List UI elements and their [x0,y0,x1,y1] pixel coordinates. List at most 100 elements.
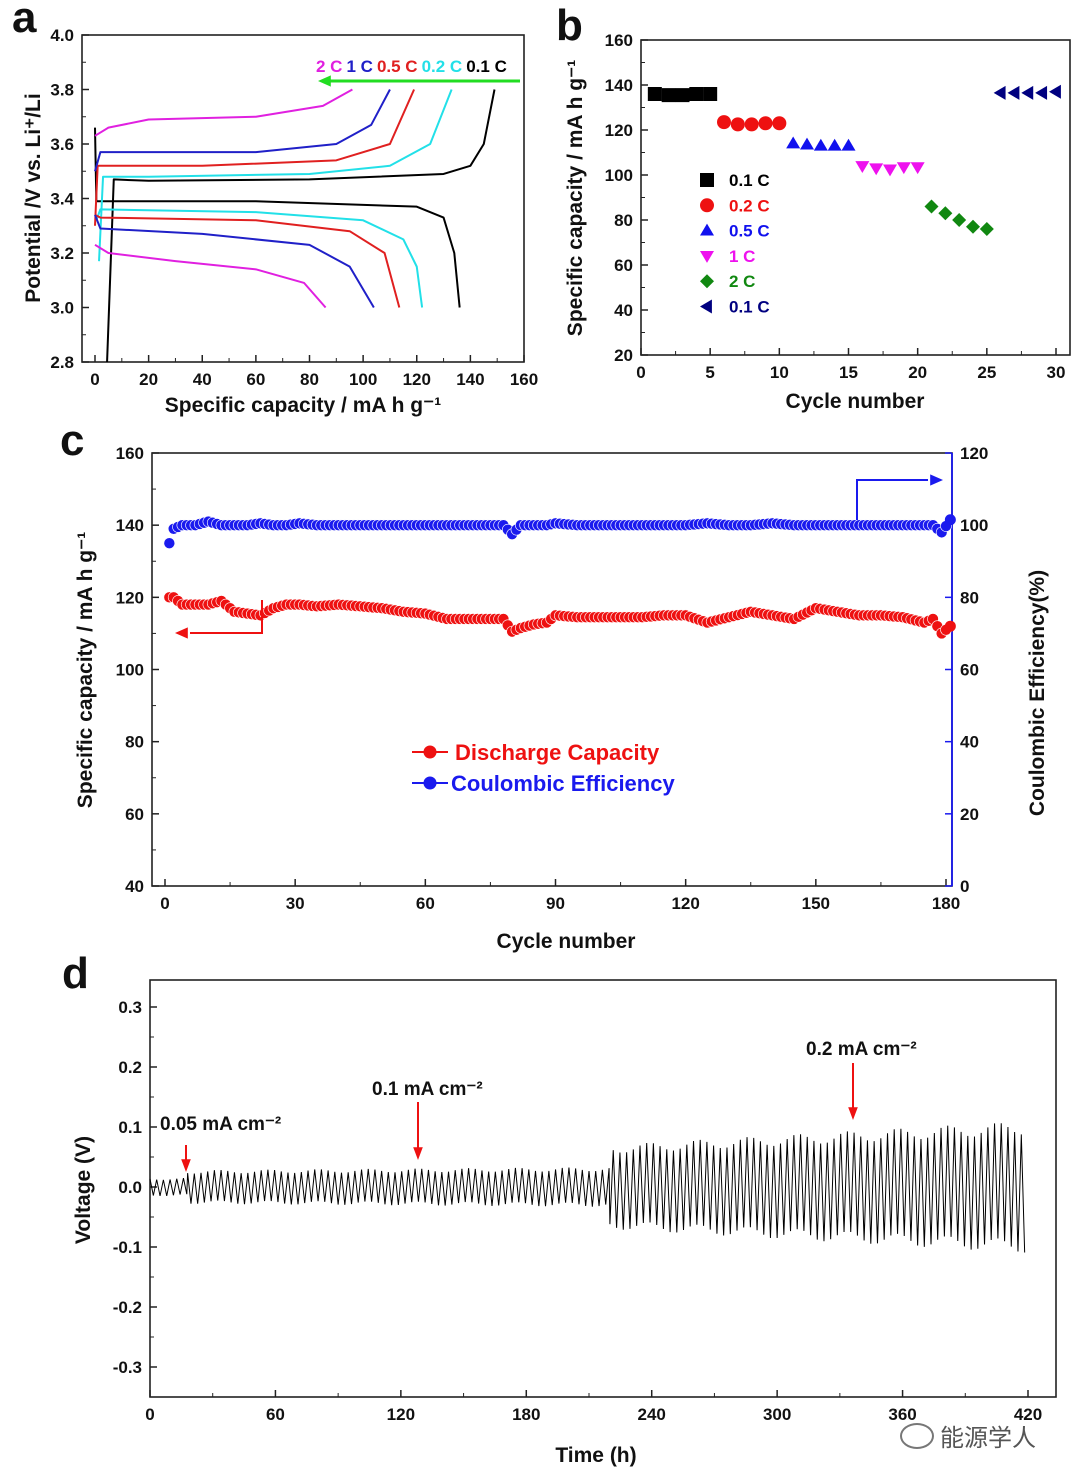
x-tick-label: 150 [802,894,830,913]
y-tick-label: 120 [116,588,144,607]
y-tick-label: 160 [116,444,144,463]
data-point [924,199,939,214]
y-tick-label: 3.6 [50,135,74,154]
y-tick-label: -0.3 [113,1358,142,1377]
y-tick-label: 60 [614,256,633,275]
x-axis-label: Cycle number [786,390,925,413]
y-tick-label: 80 [614,211,633,230]
x-tick-label: 140 [456,370,484,389]
y-axis-label: Specific capacity / mA h g⁻¹ [74,532,97,808]
y-tick-label: 0.1 [118,1118,142,1137]
panel-label-a: a [12,0,37,42]
x-tick-label: 25 [977,363,996,382]
legend-label: Coulombic Efficiency [451,771,675,796]
y-tick-label: 40 [125,877,144,896]
data-point [993,85,1006,100]
y-tick-label: -0.1 [113,1238,142,1257]
data-point [944,514,956,526]
y-tick-label: 140 [116,516,144,535]
data-point [647,87,662,101]
panel-d-axes: 0 60 120 180 240 300 360 420 -0.3 -0.2 -0.1 0.0 0.1 0… [113,979,1057,1424]
curve-discharge-2C [94,243,327,309]
x-axis-label: Cycle number [497,930,636,953]
panel-label-b: b [556,1,583,50]
curve-charge-0.5C [94,89,415,226]
data-point [938,206,953,221]
x-tick-label: 360 [888,1405,916,1424]
curve-charge-1C [94,89,391,172]
x-tick-label: 80 [300,370,319,389]
data-point [675,88,690,103]
y-tick-label: 3.2 [50,244,74,263]
right-axis-arrow [856,479,928,520]
data-point [717,115,731,130]
data-point [1035,85,1048,100]
y2-tick-label: 0 [960,877,969,896]
x-tick-label: 60 [246,370,265,389]
y-tick-label: -0.2 [113,1298,142,1317]
x-tick-label: 30 [1047,363,1066,382]
legend-marker [700,198,714,213]
y-tick-label: 20 [614,346,633,365]
curve-charge-0.2C [98,89,453,262]
curve-discharge-0.1C [94,127,461,308]
x-tick-label: 15 [839,363,858,382]
y-tick-label: 0.2 [118,1058,142,1077]
data-point [1007,85,1020,100]
data-point [910,162,925,175]
data-point [813,138,828,151]
y-tick-label: 100 [605,166,633,185]
y-tick-label: 160 [605,31,633,50]
y-tick-label: 0.0 [118,1178,142,1197]
x-tick-label: 0 [160,894,169,913]
y-tick-label: 60 [125,805,144,824]
legend-label-0.1C: 0.1 C [466,57,507,76]
data-point [744,117,759,132]
x-tick-label: 40 [193,370,212,389]
legend-label-0.5C: 0.5 C [377,57,418,76]
y-tick-label: 100 [116,661,144,680]
data-point [758,116,773,131]
y-tick-label: 120 [605,121,633,140]
right-axis-arrow-head [930,474,943,486]
annotation-arrow-head [848,1107,858,1120]
x-tick-label: 180 [512,1405,540,1424]
panel-label-c: c [60,416,84,465]
x-tick-label: 30 [286,894,305,913]
panel-c-axes: 0 30 60 90 120 150 180 40 60 80 100 120 140 160 [116,444,961,913]
wechat-icon [900,1422,934,1449]
legend-label-1C: 1 C [346,57,372,76]
y2-tick-label: 120 [960,444,988,463]
data-point [827,138,842,151]
y-axis-label: Voltage (V) [72,1136,95,1244]
legend-label: 0.1 C [729,298,770,317]
x-tick-label: 160 [510,370,538,389]
voltage-trace [149,1123,1026,1253]
x-tick-label: 0 [145,1405,154,1424]
left-axis-arrow-head [175,627,188,639]
y-tick-label: 140 [605,76,633,95]
y-tick-label: 4.0 [50,26,74,45]
data-point [703,87,718,101]
legend-label: Discharge Capacity [455,740,660,765]
annotation-arrow-head [413,1147,423,1160]
data-point [869,163,884,176]
curve-charge-0.1C [106,89,496,363]
x-tick-label: 420 [1014,1405,1042,1424]
legend-marker [423,776,437,790]
y-axis-label: Potential /V vs. Li⁺/Li [22,93,45,302]
x-tick-label: 20 [139,370,158,389]
y2-tick-label: 80 [960,588,979,607]
y-tick-label: 3.8 [50,81,74,100]
x-tick-label: 90 [546,894,565,913]
annotation-arrow-head [181,1159,191,1172]
data-point [896,162,911,175]
y-axis-label: Specific capacity / mA h g⁻¹ [564,60,587,336]
x-tick-label: 120 [387,1405,415,1424]
data-point [952,213,967,227]
curve-discharge-0.5C [94,213,401,308]
y-tick-label: 0.3 [118,998,142,1017]
x-tick-label: 120 [671,894,699,913]
y-tick-label: 3.4 [50,190,74,209]
y2-tick-label: 60 [960,661,979,680]
